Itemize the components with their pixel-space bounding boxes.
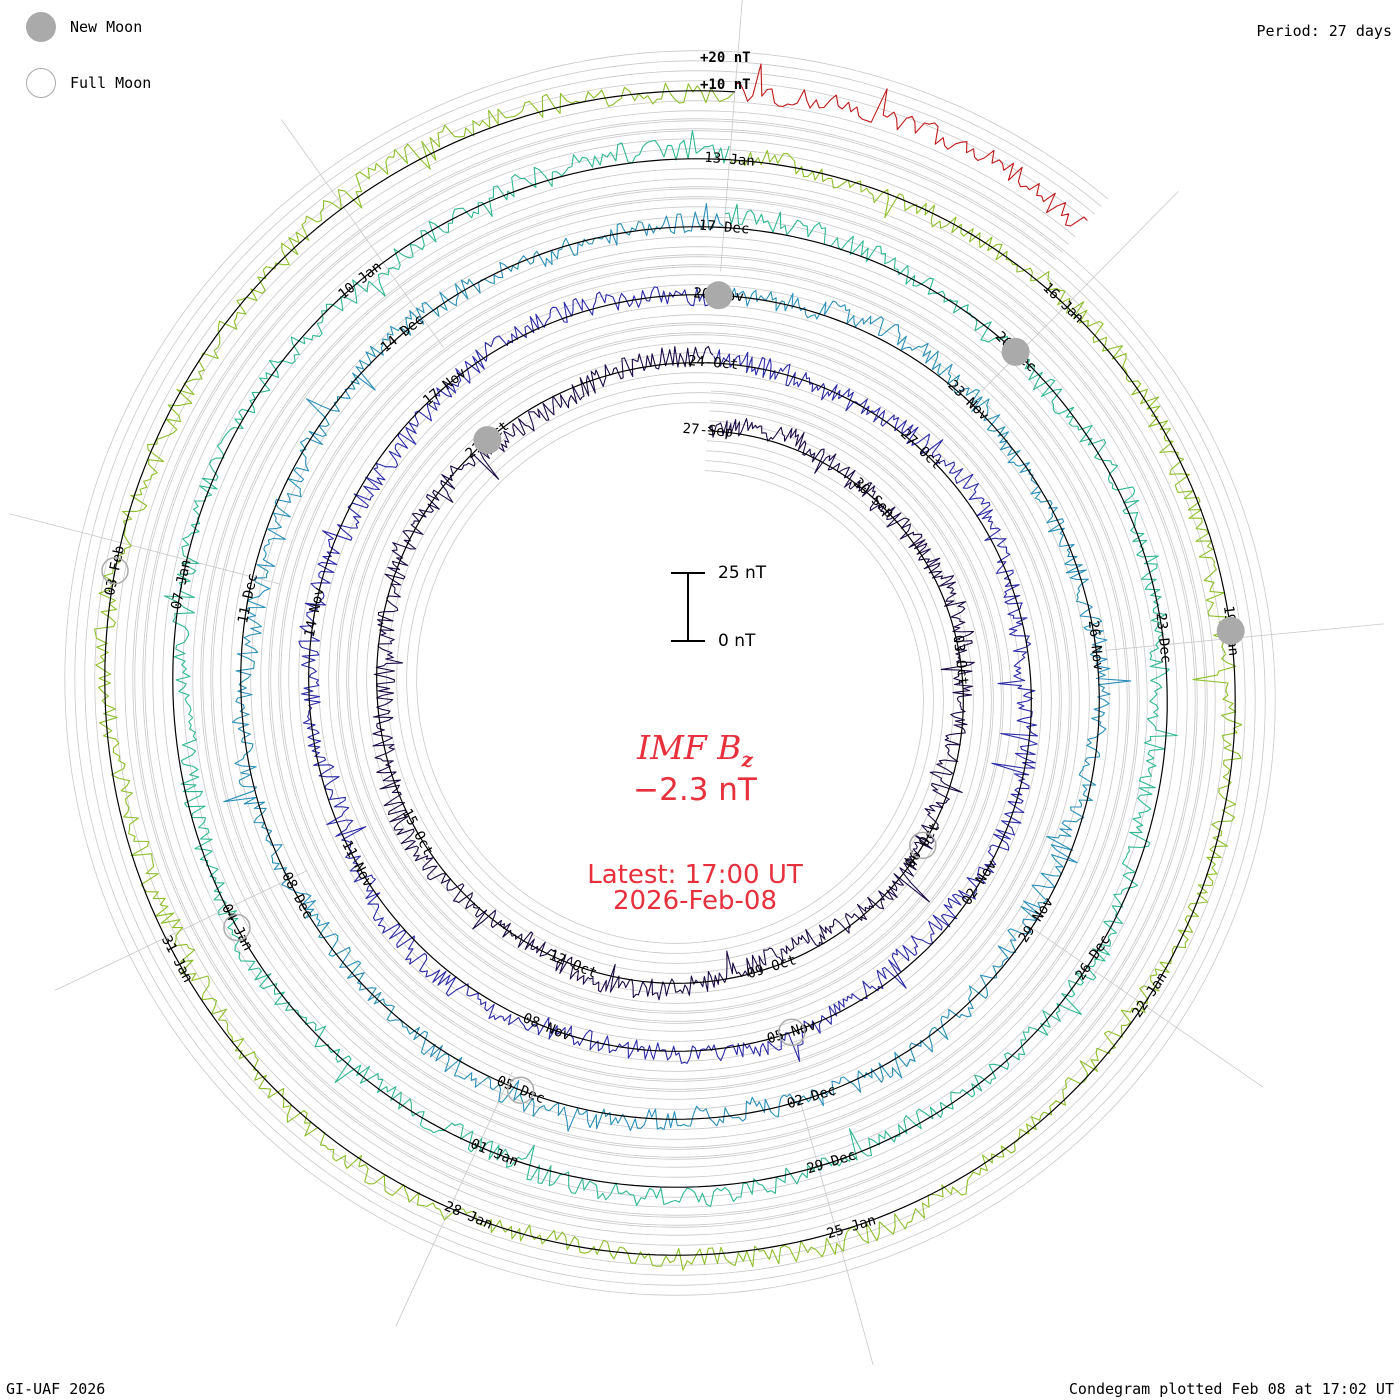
series-trace-1 (298, 286, 1039, 1064)
date-label-35: 16-Jan (1039, 280, 1086, 327)
chart-title: IMF Bz (0, 728, 1390, 772)
series-trace-5 (735, 63, 1088, 227)
baseline-layer (104, 90, 1236, 1256)
date-label-18: 26-Nov (1085, 619, 1106, 671)
grid-spiral-5 (84, 70, 1256, 1276)
chart-title-main: IMF B (637, 728, 742, 767)
spoke-2 (1105, 623, 1384, 651)
period-label: Period: 27 days (1256, 22, 1392, 40)
spoke-6 (54, 869, 308, 991)
full-moon-marker-5 (777, 1018, 806, 1047)
date-label-41: 03-Feb (102, 544, 128, 597)
date-label-14: 14-Nov (302, 586, 328, 639)
plotted-timestamp: Condegram plotted Feb 08 at 17:02 UT (1068, 1380, 1394, 1398)
grid-spiral-3 (114, 100, 1226, 1246)
new-moon-marker-1 (704, 281, 733, 310)
date-label-8: 24-Oct (687, 353, 739, 373)
date-label-34: 13-Jan (704, 150, 756, 170)
grid-spiral-2 (124, 110, 1216, 1236)
full-moon-marker-8 (101, 556, 129, 585)
latest-date: 2026-Feb-08 (612, 886, 778, 916)
grid-spiral-6 (74, 60, 1266, 1286)
legend-new-moon-label: New Moon (70, 18, 143, 36)
date-label-39: 28-Jan (442, 1199, 495, 1233)
spoke-4 (798, 1094, 874, 1365)
legend-new-moon: New Moon (26, 12, 142, 42)
full-moon-icon (26, 68, 56, 98)
scale-top-label: 25 nT (718, 563, 767, 583)
date-label-9: 27-Oct (897, 426, 944, 473)
spoke-3 (1032, 928, 1264, 1088)
date-label-12: 08-Nov (520, 1010, 573, 1044)
date-label-15: 17-Nov (420, 365, 470, 409)
spoke-8 (280, 119, 444, 348)
date-label-30: 01-Jan (468, 1136, 521, 1170)
credit-label: GI-UAF 2026 (6, 1380, 106, 1398)
date-label-25: 17-Dec (698, 217, 750, 237)
series-trace-3 (163, 130, 1178, 1208)
legend-full-moon: Full Moon (26, 68, 151, 98)
date-label-33: 10-Jan (335, 259, 385, 303)
new-moon-marker-3 (1216, 616, 1245, 645)
zero-baseline (104, 90, 1236, 1256)
spoke-7 (9, 513, 281, 585)
date-label-17: 23-Nov (944, 377, 991, 424)
grid-spiral-0 (144, 130, 1196, 1216)
date-label-23: 11-Dec (235, 572, 261, 625)
latest-value: −2.3 nT (633, 772, 757, 808)
scale-bar (671, 572, 705, 642)
full-moon-marker-6 (506, 1076, 535, 1104)
grid-layer (64, 50, 1276, 1296)
amplitude-label-10: +10 nT (700, 77, 751, 93)
latest-time: Latest: 17:00 UT (587, 860, 803, 890)
new-moon-icon (26, 12, 56, 42)
amplitude-labels: +20 nT +10 nT (700, 50, 751, 93)
spoke-5 (395, 1071, 513, 1327)
date-label-27: 23-Dec (1152, 612, 1173, 664)
new-moon-marker-2 (1001, 337, 1030, 366)
moon-layer (101, 281, 1245, 1104)
date-label-32: 07-Jan (168, 558, 194, 611)
grid-spiral-1 (134, 120, 1206, 1226)
date-label-2: 03-Oct (950, 634, 971, 686)
scale-bottom-label: 0 nT (718, 631, 756, 651)
grid-spiral-4 (94, 80, 1246, 1266)
amplitude-label-20: +20 nT (700, 50, 751, 66)
date-label-24: 14-Dec (378, 312, 428, 356)
spoke-layer (9, 0, 1384, 1365)
legend-full-moon-label: Full Moon (70, 74, 152, 92)
series-trace-2 (223, 203, 1132, 1132)
full-moon-marker-7 (223, 913, 251, 942)
series-trace-0 (372, 345, 975, 1001)
date-label-1: 30-Sep (850, 475, 897, 522)
new-moon-marker-0 (473, 426, 502, 455)
full-moon-marker-4 (909, 831, 937, 860)
spoke-0 (720, 0, 743, 272)
date-label-0: 27-Sep (682, 421, 734, 441)
grid-spiral-7 (64, 50, 1276, 1296)
chart-title-sub: z (741, 747, 753, 772)
